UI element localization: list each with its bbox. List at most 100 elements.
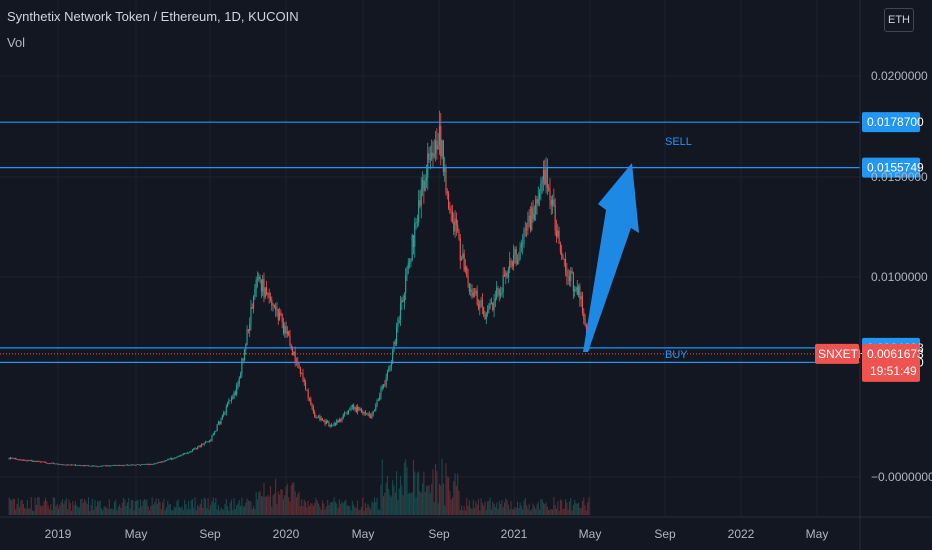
volume-bar: [237, 503, 239, 515]
candle-body: [102, 465, 104, 467]
volume-bar: [515, 507, 517, 515]
candle-body: [505, 272, 507, 277]
candle-body: [429, 159, 431, 160]
candle-body: [403, 293, 405, 302]
candle-body: [318, 416, 320, 418]
volume-bar: [529, 510, 532, 515]
price-axis[interactable]: 0.0200000 0.0150000 0.0100000 −0.0000000: [859, 0, 932, 550]
level-tag-label: 0.0155749: [867, 161, 924, 175]
candle-body: [39, 461, 41, 463]
volume-bar: [318, 503, 320, 515]
volume-bar: [56, 504, 58, 515]
volume-bar: [405, 459, 407, 515]
volume-bar: [51, 510, 53, 515]
volume-bar: [54, 498, 56, 515]
candle-body: [373, 410, 376, 412]
volume-bar: [536, 504, 538, 515]
volume-bar: [286, 483, 288, 515]
candle-body: [189, 452, 191, 453]
volume-bar: [462, 510, 464, 515]
volume-bar: [466, 497, 468, 515]
candle-body: [35, 460, 38, 462]
candle-body: [545, 167, 547, 185]
candle-body: [47, 463, 49, 465]
volume-bar: [575, 503, 577, 515]
volume-bar: [251, 508, 253, 515]
volume-bar: [332, 501, 334, 515]
volume-bar: [284, 495, 286, 515]
volume-bar: [438, 484, 441, 515]
candle-body: [433, 153, 435, 157]
candle-body: [384, 384, 386, 386]
volume-bar: [168, 504, 170, 515]
volume-bar: [461, 505, 463, 515]
volume-bar: [97, 501, 99, 515]
candle-body: [236, 385, 238, 395]
candle-body: [438, 125, 441, 146]
volume-bar: [516, 501, 519, 515]
candle-body: [419, 200, 421, 206]
volume-bar: [342, 503, 344, 515]
time-axis[interactable]: 2019 May Sep 2020 May Sep 2021 May Sep 2022 May: [0, 516, 932, 541]
volume-bar: [134, 501, 136, 515]
volume-bar: [293, 482, 295, 515]
candle-body: [15, 458, 17, 460]
volume-bar: [120, 507, 122, 515]
volume-bar: [448, 477, 450, 515]
volume-bar: [67, 509, 69, 515]
candle-body: [121, 465, 123, 467]
candle-body: [65, 464, 67, 466]
candle-body: [428, 153, 430, 160]
currency-button[interactable]: ETH: [884, 8, 914, 32]
volume-bar: [281, 489, 283, 515]
candle-body: [149, 463, 151, 465]
volume-bar: [64, 500, 66, 515]
volume-bar: [364, 502, 366, 515]
volume-bar: [494, 507, 496, 515]
volume-bar: [28, 508, 30, 515]
volume-bar: [124, 499, 126, 515]
candle-body: [576, 287, 578, 296]
candle-body: [106, 465, 108, 467]
candle-body: [562, 255, 564, 259]
candle-body: [431, 152, 433, 160]
candle-body: [277, 309, 279, 320]
candle-body: [364, 411, 366, 414]
volume-bar: [334, 501, 337, 515]
candle-body: [241, 358, 243, 374]
candle-body: [440, 125, 442, 157]
candle-body: [136, 464, 138, 466]
candle-body: [457, 225, 459, 231]
candle-body: [281, 314, 283, 323]
candle-body: [90, 466, 92, 467]
candle-body: [142, 464, 144, 465]
volume-bar: [496, 502, 498, 515]
candle-body: [204, 441, 207, 444]
candle-body: [506, 272, 508, 278]
candle-body: [242, 358, 244, 360]
volume-bar: [370, 509, 372, 515]
volume-bar: [271, 506, 273, 515]
volume-indicator-label[interactable]: Vol: [7, 35, 26, 50]
candle-body: [463, 253, 465, 271]
volume-bar: [415, 497, 417, 515]
candle-body: [168, 459, 170, 460]
volume-bar: [476, 504, 478, 515]
volume-bar: [587, 502, 589, 515]
candle-body: [48, 463, 51, 465]
candle-body: [544, 170, 546, 185]
candle-body: [581, 296, 584, 313]
volume-bar: [488, 500, 490, 515]
volume-bar: [220, 507, 222, 515]
candle-body: [147, 463, 149, 465]
volume-bar: [228, 510, 230, 515]
horizontal-levels[interactable]: 0.01787000.01557490.00646980.0057390SNXE…: [0, 112, 924, 382]
candle-body: [256, 278, 259, 281]
volume-bar: [350, 510, 352, 515]
volume-bar: [553, 497, 555, 515]
volume-bar: [128, 498, 130, 515]
candle-body: [202, 444, 204, 445]
volume-bar: [279, 494, 281, 515]
candle-body: [214, 431, 216, 434]
